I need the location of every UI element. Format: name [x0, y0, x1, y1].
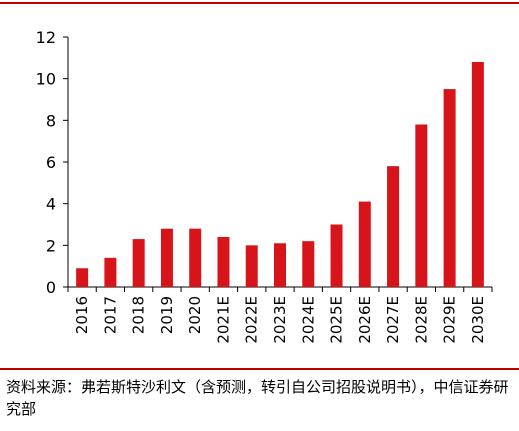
x-tick-label-2017: 2017 [101, 296, 119, 334]
bar-2026E [358, 201, 371, 287]
bar-chart: 0 2 4 6 8 10 12 2016 2017 2018 2019 2020 2021E 2022E 2… [36, 28, 493, 344]
x-tick-label-2029E: 2029E [441, 296, 459, 344]
x-tick-label-2019: 2019 [158, 296, 176, 334]
bar-2023E [274, 243, 286, 287]
bar-2024E [302, 241, 315, 287]
bar-2018 [132, 239, 145, 287]
bar-2021E [217, 237, 230, 287]
x-tick-label-2026E: 2026E [356, 296, 374, 344]
x-tick-label-2025E: 2025E [328, 296, 346, 344]
x-tick-label-2024E: 2024E [299, 296, 317, 344]
x-tick-label-2023E: 2023E [271, 296, 289, 344]
y-tick-label: 0 [46, 278, 56, 297]
x-tick-label-2020: 2020 [186, 296, 204, 334]
y-tick-label: 12 [36, 28, 56, 47]
x-tick-label-2016: 2016 [73, 296, 91, 334]
x-tick-label-2022E: 2022E [243, 296, 261, 344]
y-tick-label: 10 [36, 70, 56, 89]
bar-2017 [104, 257, 117, 287]
bar-2022E [245, 245, 258, 287]
x-tick-label-2030E: 2030E [469, 296, 487, 344]
bar-2020 [189, 228, 202, 287]
y-tick-label: 8 [46, 111, 56, 130]
x-tick-label-2018: 2018 [130, 296, 148, 334]
bar-2030E [471, 62, 484, 287]
bar-2028E [415, 124, 428, 287]
source-note: 资料来源：弗若斯特沙利文（含预测，转引自公司招股说明书），中信证券研究部 [6, 378, 509, 418]
x-tick-label-2027E: 2027E [384, 296, 402, 344]
top-rule [0, 2, 519, 4]
bar-2029E [443, 89, 456, 287]
x-tick-label-2021E: 2021E [214, 296, 232, 344]
bar-2019 [160, 228, 173, 287]
y-tick-label: 2 [46, 236, 56, 255]
bar-2027E [387, 166, 400, 287]
y-tick-label: 4 [46, 195, 56, 214]
bar-2025E [330, 224, 343, 287]
y-tick-label: 6 [46, 153, 56, 172]
bar-2016 [76, 268, 89, 287]
bottom-rule [0, 368, 519, 370]
x-tick-label-2028E: 2028E [412, 296, 430, 344]
